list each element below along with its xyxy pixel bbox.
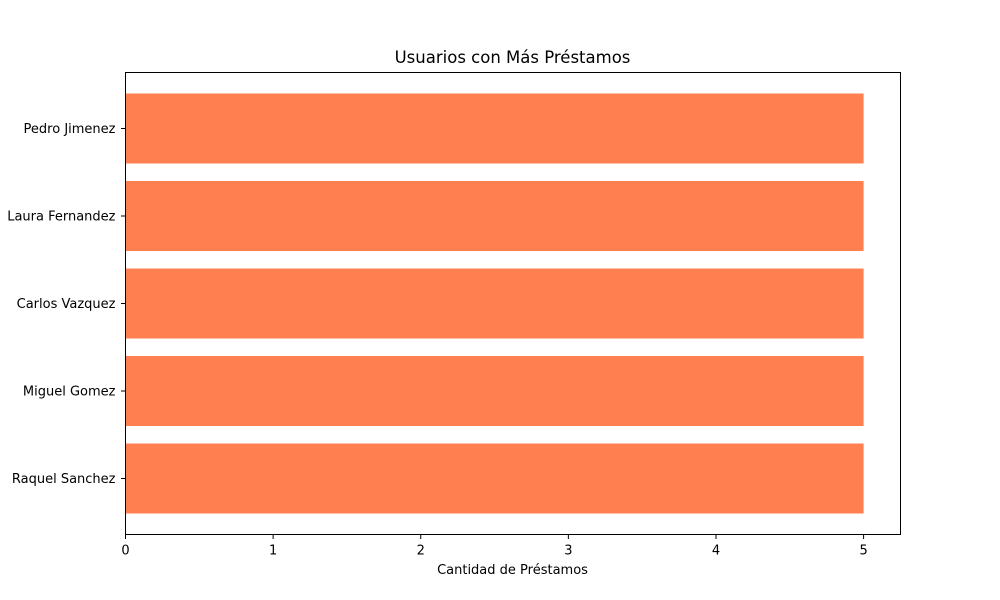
bar (125, 268, 864, 339)
x-tick-label: 2 (417, 544, 425, 559)
x-axis: 0 1 2 3 4 5 (121, 534, 868, 559)
x-tick-label: 5 (859, 544, 867, 559)
bars-group (125, 93, 864, 514)
x-tick-label: 0 (121, 544, 129, 559)
y-tick-label: Carlos Vazquez (17, 297, 116, 312)
x-axis-label: Cantidad de Préstamos (437, 563, 588, 578)
chart-title: Usuarios con Más Préstamos (395, 48, 631, 67)
y-tick-label: Raquel Sanchez (12, 472, 116, 487)
x-tick-label: 4 (712, 544, 720, 559)
y-axis: Pedro Jimenez Laura Fernandez Carlos Vazqu… (7, 122, 126, 487)
bar (125, 356, 864, 426)
x-tick-label: 3 (564, 544, 572, 559)
bar (125, 443, 864, 514)
bar (125, 181, 864, 251)
y-tick-label: Laura Fernandez (7, 210, 115, 225)
y-tick-label: Pedro Jimenez (24, 122, 116, 137)
y-tick-label: Miguel Gomez (23, 385, 116, 400)
bar (125, 93, 864, 164)
x-tick-label: 1 (269, 544, 277, 559)
